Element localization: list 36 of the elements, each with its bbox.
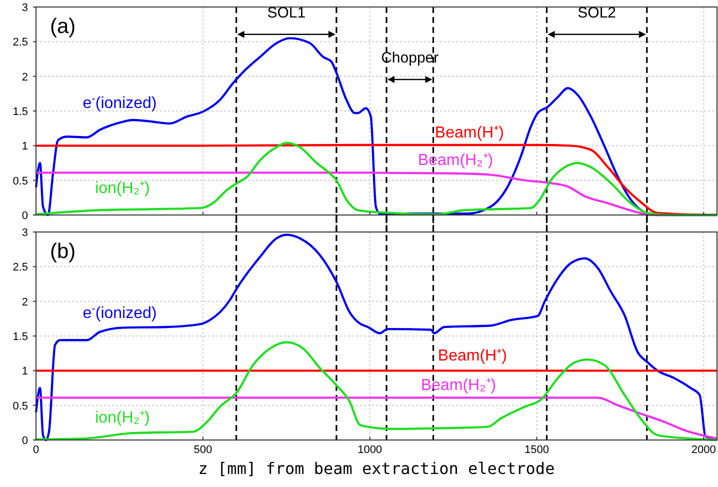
y-tick-label: 1 xyxy=(22,140,28,153)
annotation: SOL2 xyxy=(578,4,616,22)
y-tick-label: 3 xyxy=(22,2,28,14)
series-label: ion(H₂⁺) xyxy=(95,180,150,197)
annotation: Chopper xyxy=(381,49,439,66)
line-series xyxy=(34,341,718,442)
line-series xyxy=(34,234,718,442)
line-series xyxy=(34,396,718,440)
x-tick-label: 1000 xyxy=(358,444,382,456)
series-label: Beam(H⁺) xyxy=(438,347,507,364)
y-tick-label: 2 xyxy=(22,296,28,308)
y-tick-label: 1.5 xyxy=(12,331,28,343)
y-tick-label: 2 xyxy=(22,71,28,84)
series-label: Beam(H₂⁺) xyxy=(420,377,496,394)
y-tick-label: 0.5 xyxy=(12,175,28,188)
x-axis-title: z [mm] from beam extraction electrode xyxy=(198,459,555,478)
y-tick-label: 1 xyxy=(22,366,28,378)
y-tick-label: 0 xyxy=(22,210,28,222)
y-tick-label: 3 xyxy=(22,227,28,239)
series-label: Beam(H⁺) xyxy=(434,124,504,142)
x-tick-label: 1500 xyxy=(524,444,549,456)
y-tick-label: 1.5 xyxy=(12,106,28,118)
x-tick-label: 2000 xyxy=(691,444,716,456)
chart-title: (b) xyxy=(50,240,76,263)
x-tick-label: 500 xyxy=(194,444,212,456)
y-tick-label: 0 xyxy=(22,435,28,447)
y-tick-label: 0.5 xyxy=(12,400,28,412)
series-label: e$^{-}$(ionized) xyxy=(82,302,157,322)
y-tick-label: 2.5 xyxy=(12,36,28,49)
y-tick-label: 2.5 xyxy=(12,262,28,274)
chart-title: (a) xyxy=(50,15,76,38)
series-label: Beam(H₂⁺) xyxy=(418,152,494,170)
annotation: SOL1 xyxy=(267,4,306,22)
x-tick-label: 0 xyxy=(32,444,40,456)
series-label: ion(H₂⁺) xyxy=(95,410,150,427)
series-label: e$^{-}$(ionized) xyxy=(82,93,157,112)
